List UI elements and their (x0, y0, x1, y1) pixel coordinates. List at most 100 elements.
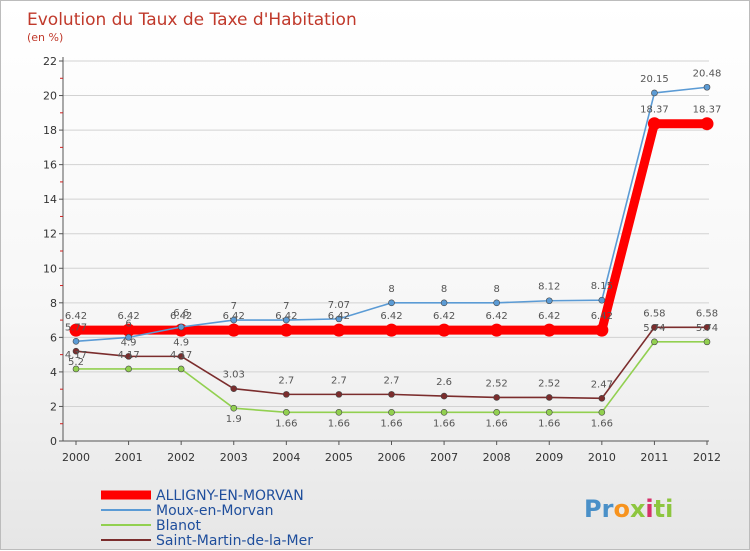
data-label: 3.03 (223, 370, 245, 381)
data-label: 5.77 (65, 322, 87, 333)
data-label: 2.7 (331, 375, 347, 386)
data-label: 6.42 (170, 311, 192, 322)
series-point-1 (335, 315, 343, 323)
data-label: 8.15 (591, 281, 613, 292)
series-point-2 (230, 404, 238, 412)
series-point-2 (283, 409, 290, 416)
legend-label-2: Blanot (156, 518, 202, 534)
x-tick-label: 2005 (325, 451, 353, 464)
data-label: 6.58 (643, 308, 665, 319)
data-label: 18.37 (640, 105, 669, 116)
y-tick-label: 22 (43, 55, 57, 68)
series-point-1 (598, 296, 606, 304)
series-point-2 (545, 409, 553, 416)
y-tick-label: 8 (50, 297, 57, 310)
x-tick-label: 2012 (693, 451, 721, 464)
legend-label-0: ALLIGNY-EN-MORVAN (156, 488, 304, 504)
data-label: 4.17 (170, 350, 192, 361)
data-label: 7 (283, 301, 289, 312)
series-point-1 (545, 297, 553, 305)
series-point-1 (493, 299, 500, 307)
series-point-3 (230, 385, 238, 392)
series-point-1 (440, 299, 448, 307)
series-point-3 (177, 353, 185, 360)
data-label: 2.47 (591, 379, 613, 390)
y-tick-label: 18 (43, 124, 57, 137)
data-label: 6 (125, 318, 131, 329)
y-tick-label: 14 (43, 193, 57, 206)
series-point-1 (230, 316, 238, 324)
data-label: 6.42 (538, 311, 560, 322)
data-label: 8 (493, 284, 499, 295)
data-label: 6.42 (117, 311, 139, 322)
data-label: 4.17 (65, 350, 87, 361)
series-point-2 (388, 409, 395, 416)
x-tick-label: 2008 (483, 451, 511, 464)
series-point-0 (332, 323, 346, 337)
data-label: 1.66 (380, 418, 402, 429)
data-label: 1.66 (486, 418, 508, 429)
series-point-2 (651, 338, 658, 346)
brand-letter: r (602, 495, 614, 523)
series-point-1 (703, 83, 711, 91)
data-label: 1.66 (538, 418, 560, 429)
legend-label-3: Saint-Martin-de-la-Mer (156, 533, 313, 549)
series-point-2 (493, 409, 500, 416)
series-point-3 (388, 391, 395, 398)
series-line-0 (71, 119, 712, 335)
data-label: 20.15 (640, 74, 669, 85)
x-tick-label: 2000 (62, 451, 90, 464)
x-tick-label: 2006 (378, 451, 406, 464)
data-label: 1.66 (591, 418, 613, 429)
brand-letter: i (665, 495, 673, 523)
series-point-3 (335, 391, 343, 398)
data-label: 1.66 (328, 418, 350, 429)
data-label: 20.48 (693, 68, 722, 79)
data-label: 6.42 (223, 311, 245, 322)
data-label: 4.17 (117, 350, 139, 361)
chart-subtitle: (en %) (27, 31, 63, 44)
series-point-0 (647, 117, 661, 131)
series-point-3 (598, 395, 606, 402)
series-point-3 (703, 324, 711, 331)
y-tick-label: 16 (43, 159, 57, 172)
series-point-2 (598, 409, 606, 416)
data-label: 6.42 (328, 311, 350, 322)
series-point-2 (335, 409, 343, 416)
series-point-0 (279, 323, 293, 337)
data-label: 1.66 (433, 418, 455, 429)
data-label: 2.52 (486, 378, 508, 389)
y-tick-label: 4 (50, 366, 57, 379)
x-tick-label: 2004 (272, 451, 300, 464)
y-tick-label: 10 (43, 262, 57, 275)
y-tick-label: 6 (50, 331, 57, 344)
legend: ALLIGNY-EN-MORVANMoux-en-MorvanBlanotSai… (101, 488, 313, 549)
series-point-2 (125, 365, 132, 373)
data-label: 8.12 (538, 282, 560, 293)
data-label: 2.52 (538, 378, 560, 389)
series-point-1 (72, 338, 80, 345)
data-label: 5.2 (68, 357, 84, 368)
chart-title: Evolution du Taux de Taxe d'Habitation (27, 10, 357, 30)
series-point-0 (437, 323, 451, 337)
series-point-0 (595, 323, 609, 337)
series-point-1 (283, 316, 290, 324)
series-point-3 (545, 394, 553, 401)
data-label: 2.7 (384, 375, 400, 386)
series-point-3 (283, 391, 290, 398)
x-tick-label: 2001 (115, 451, 143, 464)
data-label: 7 (231, 301, 237, 312)
series-point-0 (227, 323, 241, 337)
brand-letter: i (645, 495, 653, 523)
series-point-1 (651, 89, 658, 97)
data-label: 1.66 (275, 418, 297, 429)
brand-letter: P (584, 495, 602, 523)
y-tick-label: 0 (50, 435, 57, 448)
x-tick-label: 2002 (167, 451, 195, 464)
data-label: 5.74 (696, 323, 718, 334)
proxiti-logo: Proxiti (584, 495, 673, 523)
data-label: 5.74 (643, 323, 665, 334)
brand-letter: o (613, 495, 630, 523)
x-tick-label: 2007 (430, 451, 458, 464)
